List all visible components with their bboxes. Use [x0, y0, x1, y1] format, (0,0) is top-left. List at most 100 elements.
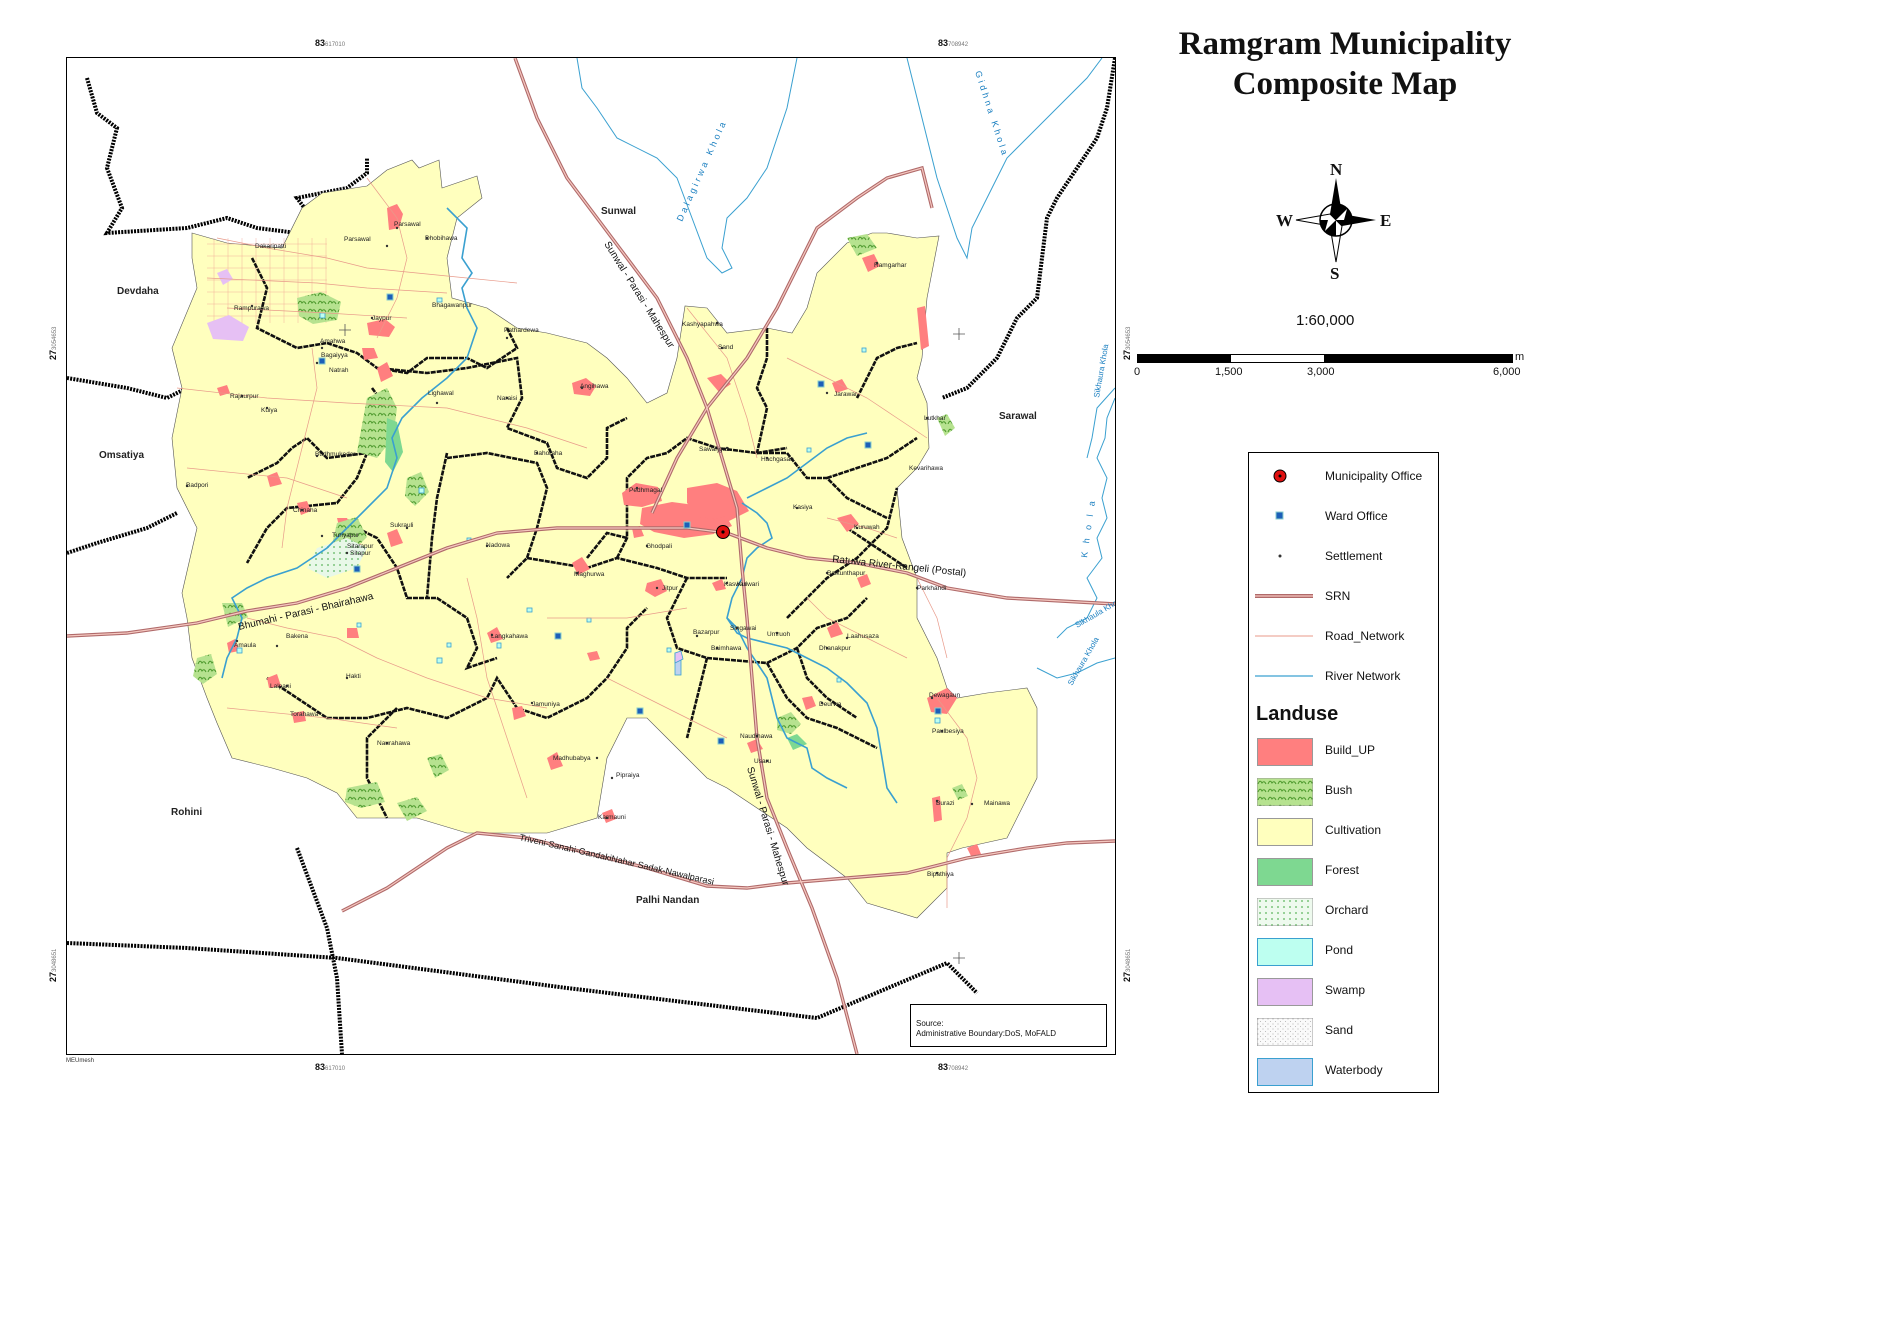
settlement-label: Nadowa — [486, 542, 510, 549]
road-line-icon — [1255, 635, 1313, 637]
settlement-label: Bipathiya — [927, 871, 954, 878]
road-network — [176, 177, 978, 908]
municipality-office-marker[interactable] — [716, 525, 730, 539]
settlement-label: Jamuniya — [532, 701, 560, 708]
settlement-label: Sitapur — [350, 550, 371, 557]
buildup-swatch — [1257, 738, 1313, 766]
settlement-label: Badpori — [186, 482, 208, 489]
label-river-dalagirwa: Dalagirwa Khola — [675, 118, 729, 223]
bush-swatch — [1257, 778, 1313, 806]
settlement-label: Ghodpali — [646, 543, 672, 550]
legend-label: Swamp — [1325, 983, 1366, 997]
scale-bar — [1137, 354, 1513, 363]
settlement-label: Pipraiya — [616, 772, 640, 779]
coord-deg: 83 — [315, 1062, 326, 1072]
legend-item-srn: SRN — [1249, 584, 1438, 608]
settlement-label: Pathardewa — [504, 327, 539, 334]
settlement-label: Kasiya — [793, 504, 813, 511]
river-network — [576, 58, 1115, 679]
settlement-label: Angihawa — [580, 383, 609, 390]
coord-min: 617010 — [325, 42, 346, 48]
label-river-sikhaura-2: Sikhaura Khola — [1066, 635, 1101, 687]
compass-s: S — [1330, 264, 1340, 283]
settlement-label: Sitarapur — [347, 543, 374, 550]
settlement-label: Maghurwa — [574, 571, 605, 578]
ward-boundaries — [245, 257, 918, 819]
label-river-sikhaula: Sikhaula Khola — [1074, 595, 1116, 630]
settlement-label: Kashyapahwa — [682, 321, 723, 328]
settlement-label: Kevarihawa — [909, 465, 943, 472]
settlement-label: Naraisi — [497, 395, 517, 402]
legend-label: Build_UP — [1325, 743, 1376, 757]
settlement-label: Turiyapur — [332, 532, 360, 539]
settlement-label: Budhmukedar — [315, 451, 356, 458]
coord-min: 617010 — [325, 1066, 346, 1072]
author-credit: MEUmesh — [66, 1058, 95, 1064]
forest-swatch — [1257, 858, 1313, 886]
ward-office-icon — [1275, 511, 1284, 520]
settlement-label: Dhanakpur — [819, 645, 852, 652]
settlement-label: Sukrauli — [390, 522, 413, 529]
legend-label: Forest — [1325, 863, 1360, 877]
map-canvas[interactable]: Sunwal Devdaha Omsatiya Rohini Sarawal P… — [67, 58, 1115, 1054]
settlement-label: Laahusaza — [847, 633, 879, 640]
municipality-office-icon — [1273, 469, 1287, 483]
coord-bottom-left: 83617010 — [315, 1062, 345, 1072]
settlement-label: Ramgarhar — [874, 262, 907, 269]
settlement-label: Rajaurpur — [230, 393, 259, 400]
label-rohini: Rohini — [171, 807, 202, 818]
source-text: Administrative Boundary:DoS, MoFALD — [916, 1029, 1057, 1038]
legend-label: Pond — [1325, 943, 1354, 957]
north-arrow: N S W E — [1276, 160, 1396, 283]
compass-rose-icon — [1295, 178, 1376, 263]
map-frame[interactable]: Sunwal Devdaha Omsatiya Rohini Sarawal P… — [66, 57, 1116, 1055]
settlement-label: Hakti — [346, 673, 361, 680]
legend-item-orchard: Orchard — [1249, 898, 1438, 926]
coord-right-top: 273054653 — [1122, 327, 1132, 360]
label-river-gidhna: Gidhna Khola — [973, 70, 1010, 159]
settlement-label: Rampurawa — [234, 305, 269, 312]
legend-label: Sand — [1325, 1023, 1354, 1037]
legend-item-swamp: Swamp — [1249, 978, 1438, 1006]
coord-min: 3048651 — [1126, 948, 1132, 972]
coord-deg: 27 — [1122, 349, 1132, 360]
pond-swatch — [1257, 938, 1313, 966]
settlement-icon — [1278, 554, 1282, 558]
legend-item-road-network: Road_Network — [1249, 624, 1438, 648]
label-river-sikhaura: Sikhaura Khola — [1092, 343, 1110, 399]
compass-e: E — [1380, 211, 1392, 230]
label-palhi-nandan: Palhi Nandan — [636, 895, 699, 906]
coord-min: 708942 — [948, 42, 969, 48]
settlement-label: Bagaiyya — [321, 352, 348, 359]
scale-ratio: 1:60,000 — [1296, 312, 1355, 329]
legend-item-buildup: Build_UP — [1249, 738, 1438, 766]
settlement-label: Usaru — [754, 758, 772, 765]
settlement-label: Paulbesiya — [932, 728, 964, 735]
settlement-label: Sand — [718, 344, 734, 351]
label-road-triveni: Triveni-Sanahi-GandakiNahar Sadak-Nawalp… — [519, 832, 715, 887]
legend-landuse-title: Landuse — [1256, 703, 1339, 725]
legend-label: Bush — [1325, 783, 1353, 797]
settlement-label: Dakaripatti — [255, 243, 286, 250]
legend-item-settlement: Settlement — [1249, 544, 1438, 568]
legend-item-cultivation: Cultivation — [1249, 818, 1438, 846]
legend-item-ward-office: Ward Office — [1249, 504, 1438, 528]
settlement-label: Dewagaun — [929, 692, 960, 699]
settlement-label: Naurahawa — [377, 740, 411, 747]
legend-item-river-network: River Network — [1249, 664, 1438, 688]
swamp-swatch — [1257, 978, 1313, 1006]
river-line-icon — [1255, 675, 1313, 677]
settlement-label: Amahwa — [320, 338, 346, 345]
map-title: Ramgram Municipality Composite Map — [1150, 24, 1540, 104]
legend-label: Road_Network — [1325, 629, 1405, 643]
coord-deg: 27 — [1122, 971, 1132, 982]
settlement-label: Lalpani — [270, 683, 291, 690]
settlement-label: Burazi — [936, 800, 954, 807]
sand-swatch — [1257, 1018, 1313, 1046]
map-title-line1: Ramgram Municipality — [1178, 26, 1512, 62]
coord-left-top: 273054653 — [48, 327, 58, 360]
legend-item-municipality-office: Municipality Office — [1249, 464, 1438, 488]
settlement-label: Torahawa — [290, 711, 319, 718]
coord-top-right: 83708942 — [938, 38, 968, 48]
graticule-marks — [339, 324, 965, 964]
